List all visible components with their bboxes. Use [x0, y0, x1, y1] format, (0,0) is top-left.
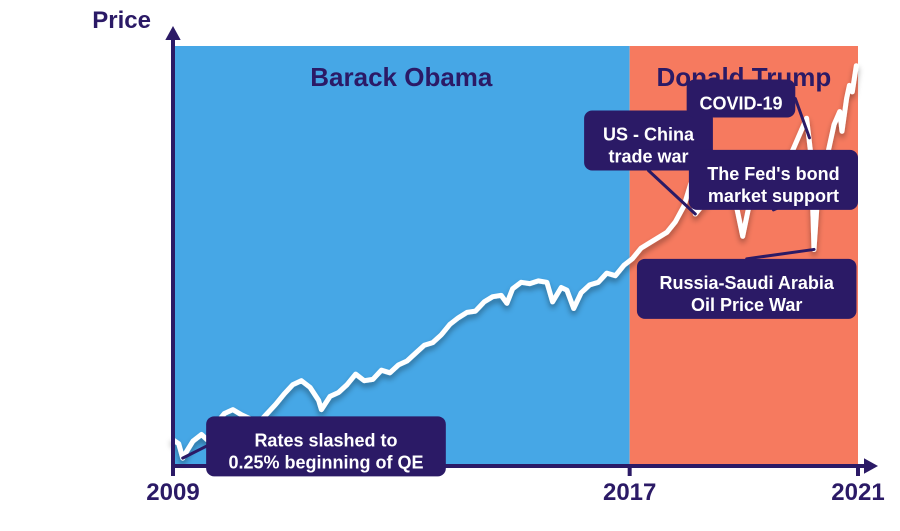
x-tick-label-2017: 2017 — [603, 479, 656, 506]
annotation-fed-bond-text-0: The Fed's bond — [707, 164, 839, 184]
region-label-barack-obama: Barack Obama — [310, 62, 493, 92]
y-axis-title: Price — [92, 7, 151, 34]
x-axis-arrow — [864, 458, 878, 473]
annotation-qe: Rates slashed to0.25% beginning of QE — [183, 416, 446, 476]
chart-container: Barack ObamaDonald TrumpPrice20092017202… — [0, 0, 900, 531]
annotation-trade-war-text-0: US - China — [603, 125, 695, 145]
annotation-oil-war-text-1: Oil Price War — [691, 295, 802, 315]
annotation-fed-bond-text-1: market support — [708, 186, 839, 206]
annotation-trade-war-text-1: trade war — [608, 147, 688, 167]
y-axis-arrow — [165, 26, 180, 40]
region-barack-obama — [173, 46, 630, 466]
annotation-fed-bond: The Fed's bondmarket support — [689, 150, 858, 210]
annotation-qe-text-1: 0.25% beginning of QE — [228, 452, 423, 472]
x-tick-label-2009: 2009 — [146, 479, 199, 506]
annotation-oil-war: Russia-Saudi ArabiaOil Price War — [637, 249, 857, 318]
annotation-oil-war-text-0: Russia-Saudi Arabia — [659, 273, 834, 293]
price-history-chart: Barack ObamaDonald TrumpPrice20092017202… — [0, 0, 900, 531]
x-tick-label-2021: 2021 — [831, 479, 884, 506]
annotation-covid-text-0: COVID-19 — [699, 94, 782, 114]
annotation-qe-text-0: Rates slashed to — [254, 430, 397, 450]
